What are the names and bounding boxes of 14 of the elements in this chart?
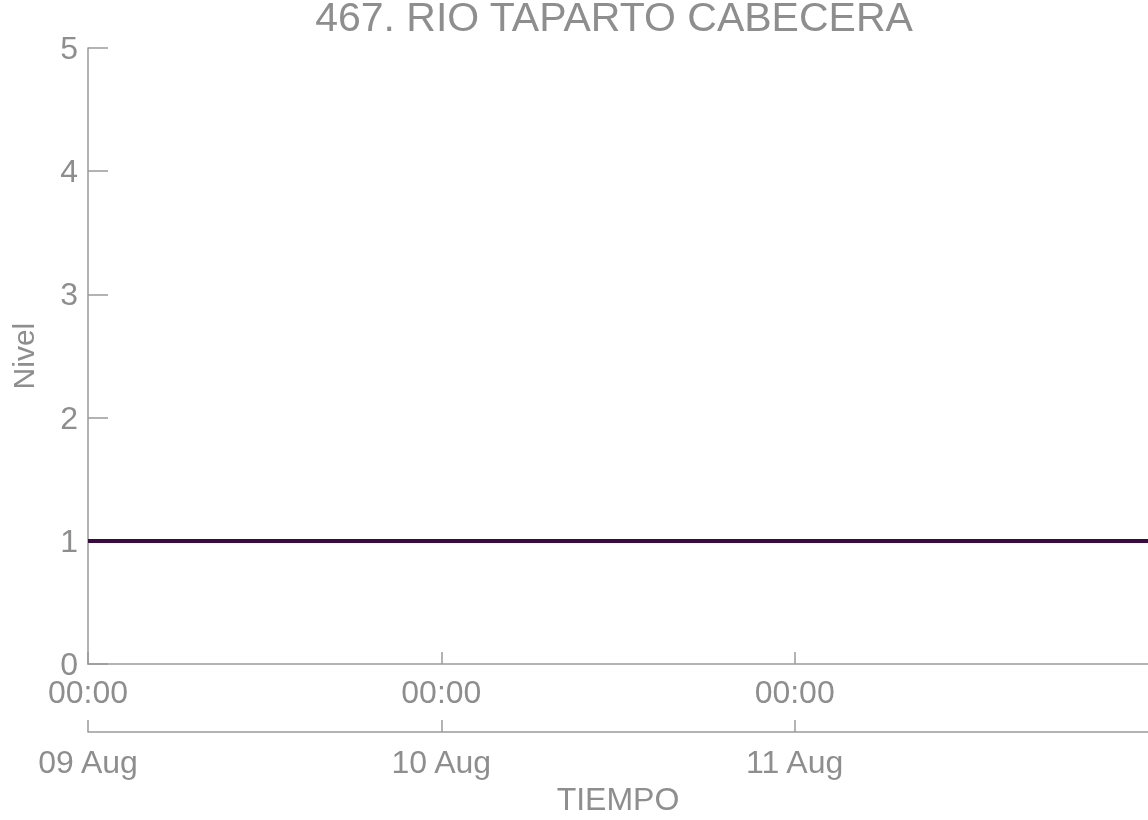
x-axis-title: TIEMPO [556, 781, 680, 817]
y-tick-label: 4 [60, 153, 78, 190]
chart-title: 467. RIO TAPARTO CABECERA [315, 0, 914, 40]
x-tick-label: 00:00 [47, 674, 129, 711]
x2-tick-label: 09 Aug [38, 744, 138, 781]
y-tick-label: 5 [60, 30, 78, 66]
x-tick-label: 00:00 [401, 674, 482, 711]
y-axis-title: Nivel [6, 322, 40, 390]
y-tick-label: 1 [60, 522, 78, 559]
x2-tick-label: 10 Aug [391, 744, 492, 781]
y-tick-label: 2 [60, 399, 78, 436]
x2-tick-label: 11 Aug [746, 744, 844, 781]
x-tick-label: 00:00 [754, 674, 835, 711]
y-tick-label: 3 [60, 276, 78, 313]
